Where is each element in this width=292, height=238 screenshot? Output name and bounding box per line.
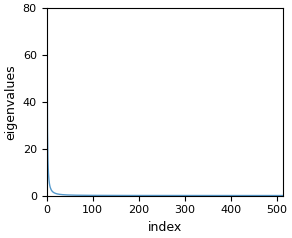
Y-axis label: eigenvalues: eigenvalues [4,64,17,140]
X-axis label: index: index [147,221,182,234]
